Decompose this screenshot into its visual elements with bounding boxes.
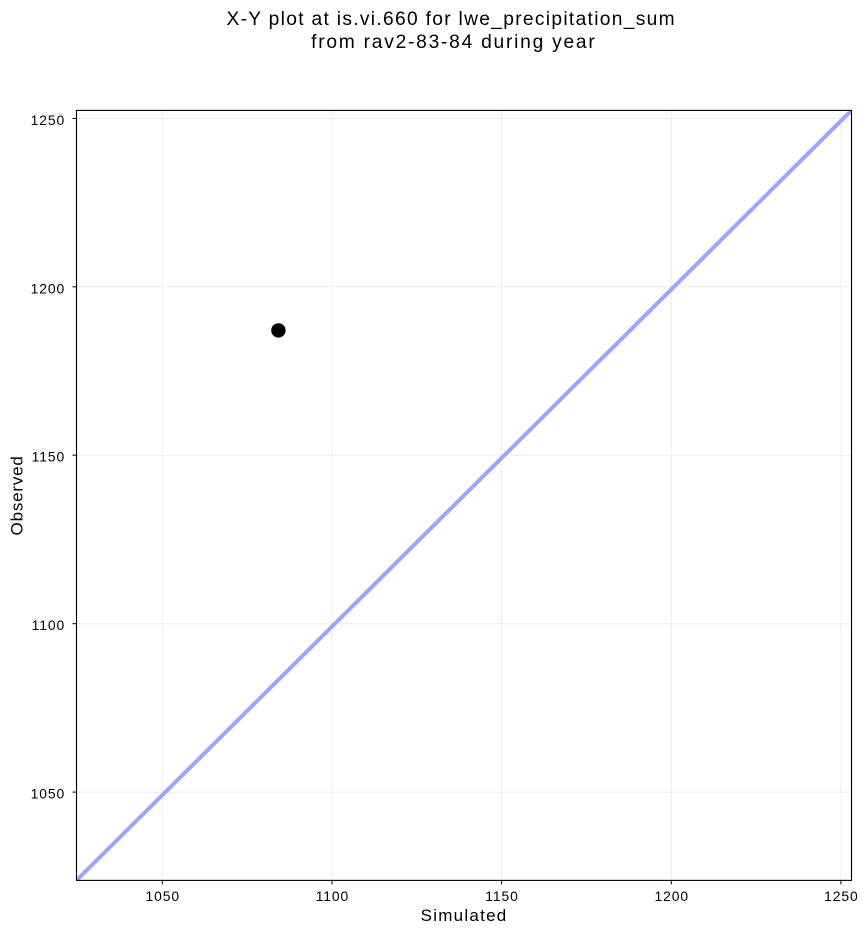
svg-text:1050: 1050 [31,786,66,802]
svg-text:1150: 1150 [485,888,518,904]
svg-text:1200: 1200 [654,888,689,904]
svg-text:X-Y plot at is.vi.660 for lwe_: X-Y plot at is.vi.660 for lwe_precipitat… [226,9,675,30]
svg-text:1250: 1250 [824,888,859,904]
svg-text:from rav2-83-84 during year: from rav2-83-84 during year [311,32,596,53]
svg-text:1100: 1100 [316,888,349,904]
svg-text:1200: 1200 [31,280,66,296]
svg-text:1050: 1050 [145,888,180,904]
svg-text:1250: 1250 [31,112,66,128]
svg-text:1100: 1100 [32,617,65,633]
svg-text:Simulated: Simulated [421,906,508,925]
svg-text:1150: 1150 [32,449,65,465]
svg-text:Observed: Observed [8,455,27,535]
